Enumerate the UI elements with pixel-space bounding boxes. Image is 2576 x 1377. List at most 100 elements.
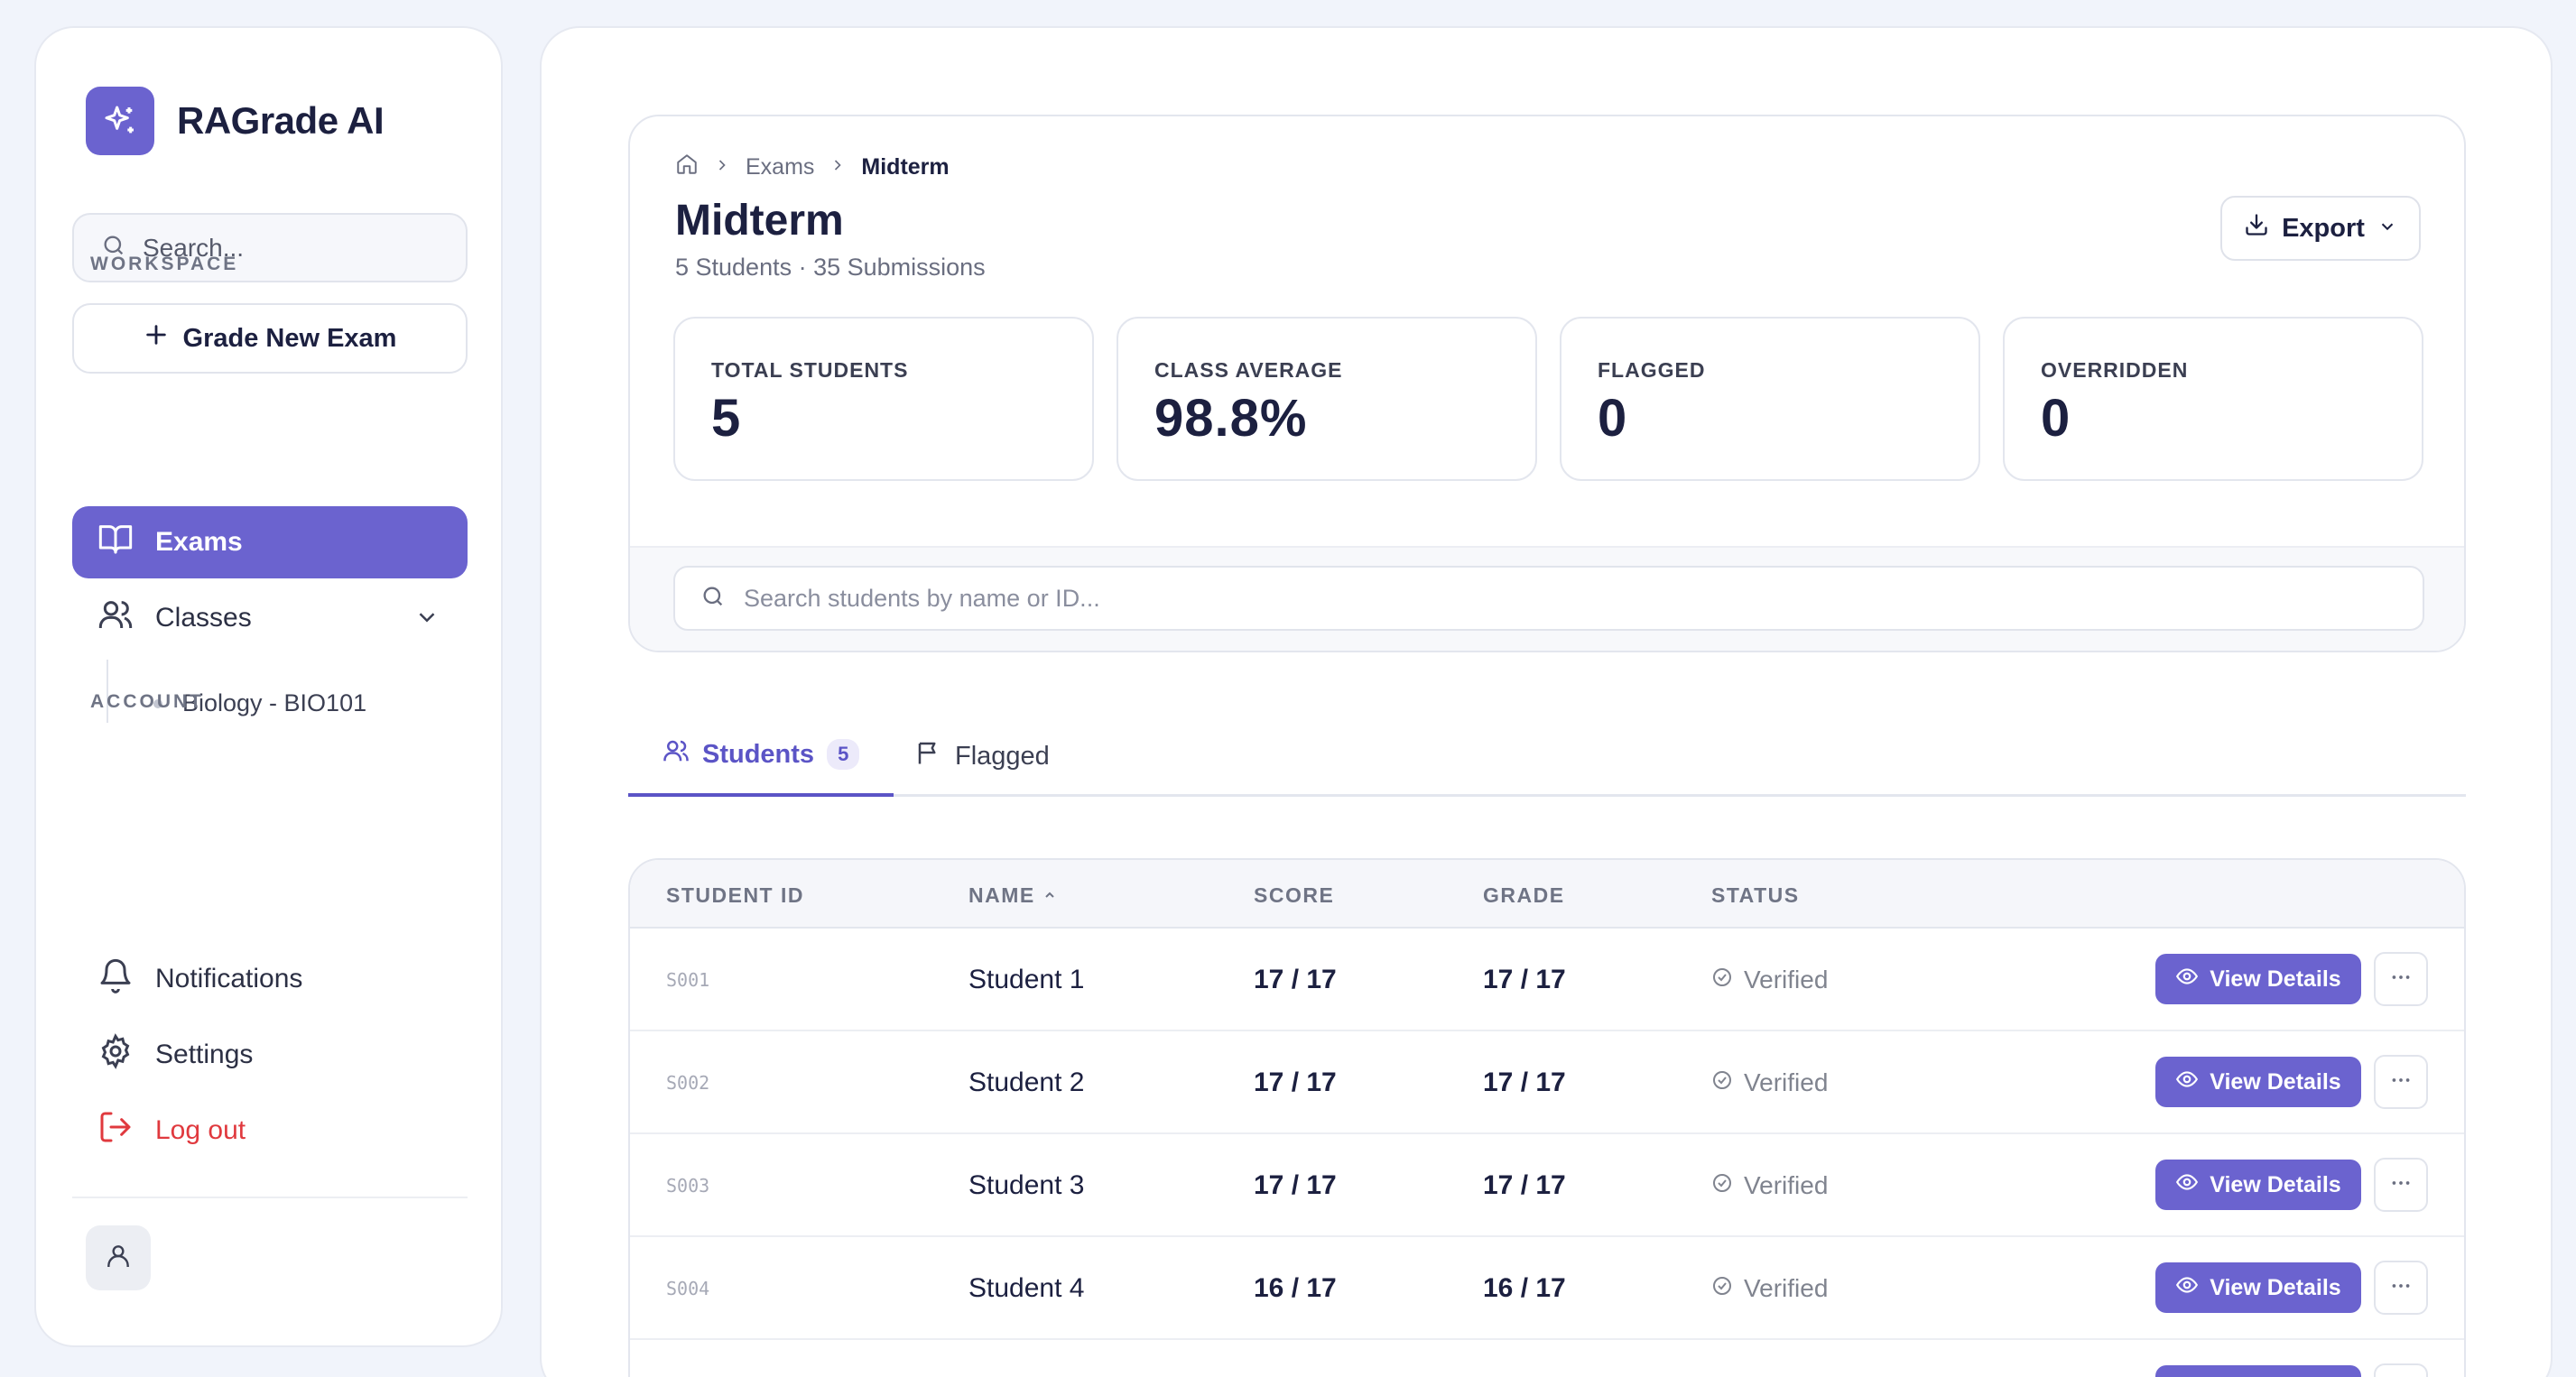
more-horizontal-icon xyxy=(2389,1068,2413,1096)
chevron-down-icon[interactable] xyxy=(413,604,440,638)
table-row[interactable]: S001 Student 1 17 / 17 17 / 17 Verified … xyxy=(630,929,2464,1031)
grade-new-exam-button[interactable]: Grade New Exam xyxy=(72,303,468,374)
sidebar-item-label: Log out xyxy=(155,1115,246,1145)
more-horizontal-icon xyxy=(2389,1171,2413,1199)
breadcrumb-current: Midterm xyxy=(861,154,950,180)
view-details-button[interactable]: View Details xyxy=(2155,1057,2361,1107)
users-icon xyxy=(663,737,690,772)
export-button[interactable]: Export xyxy=(2220,196,2421,261)
sidebar-divider xyxy=(72,1197,468,1198)
brand-name: RAGrade AI xyxy=(177,99,385,142)
bullet-dot xyxy=(153,698,162,708)
status-badge: Verified xyxy=(1711,1031,1828,1134)
chevron-right-icon xyxy=(713,154,731,180)
view-details-button[interactable]: View Details xyxy=(2155,1160,2361,1210)
check-circle-icon xyxy=(1711,1171,1733,1200)
breadcrumb: Exams Midterm xyxy=(675,152,950,182)
stats-row: TOTAL STUDENTS 5 CLASS AVERAGE 98.8% FLA… xyxy=(673,317,2423,481)
breadcrumb-exams-link[interactable]: Exams xyxy=(746,154,815,180)
eye-icon xyxy=(2175,1170,2199,1200)
sidebar-item-notifications[interactable]: Notifications xyxy=(72,943,468,1015)
tab-label: Students xyxy=(702,739,815,769)
sidebar-item-logout[interactable]: Log out xyxy=(72,1095,468,1167)
users-icon xyxy=(97,596,134,640)
status-label: Verified xyxy=(1744,1171,1829,1199)
more-actions-button[interactable] xyxy=(2374,1363,2428,1377)
sidebar-item-classes[interactable]: Classes xyxy=(72,582,468,654)
sparkle-icon xyxy=(86,87,154,155)
student-name-cell: Student 4 xyxy=(968,1273,1085,1303)
students-table: STUDENT ID NAME SCORE GRADE STATUS S001 … xyxy=(628,858,2466,1377)
student-search-input[interactable] xyxy=(744,584,2368,613)
sidebar-search-input[interactable] xyxy=(143,233,431,263)
view-details-button[interactable]: View Details xyxy=(2155,954,2361,1004)
table-row[interactable] xyxy=(630,1340,2464,1377)
view-details-label: View Details xyxy=(2210,1171,2341,1197)
more-horizontal-icon xyxy=(2389,966,2413,993)
class-item-biology[interactable]: Biology - BIO101 xyxy=(153,689,366,717)
plus-icon xyxy=(144,322,169,355)
table-row[interactable]: S003 Student 3 17 / 17 17 / 17 Verified … xyxy=(630,1134,2464,1237)
stat-value: 98.8% xyxy=(1154,389,1308,448)
column-header-student-id[interactable]: STUDENT ID xyxy=(666,883,804,907)
stat-label: FLAGGED xyxy=(1598,358,1706,382)
sidebar-search[interactable] xyxy=(72,213,468,282)
grade-cell: 17 / 17 xyxy=(1483,965,1566,994)
view-details-label: View Details xyxy=(2210,1068,2341,1095)
table-row[interactable]: S004 Student 4 16 / 17 16 / 17 Verified … xyxy=(630,1237,2464,1340)
student-search[interactable] xyxy=(673,566,2424,631)
sort-ascending-icon xyxy=(1042,883,1057,908)
grade-new-exam-label: Grade New Exam xyxy=(182,323,397,353)
status-label: Verified xyxy=(1744,966,1829,993)
student-search-band xyxy=(630,546,2464,651)
table-row[interactable]: S002 Student 2 17 / 17 17 / 17 Verified … xyxy=(630,1031,2464,1134)
check-circle-icon xyxy=(1711,1068,1733,1097)
logout-icon xyxy=(97,1109,134,1152)
view-details-button[interactable] xyxy=(2155,1365,2361,1377)
column-header-grade[interactable]: GRADE xyxy=(1483,883,1565,907)
view-details-button[interactable]: View Details xyxy=(2155,1262,2361,1313)
page-title: Midterm xyxy=(675,197,844,245)
avatar[interactable] xyxy=(86,1225,151,1290)
student-name-cell: Student 1 xyxy=(968,965,1085,994)
more-actions-button[interactable] xyxy=(2374,952,2428,1006)
column-header-status[interactable]: STATUS xyxy=(1711,883,1800,907)
stat-card-class-average: CLASS AVERAGE 98.8% xyxy=(1117,317,1537,481)
sidebar-item-label: Exams xyxy=(155,527,243,557)
stat-value: 5 xyxy=(711,389,742,448)
eye-icon xyxy=(2175,965,2199,994)
tab-students[interactable]: Students 5 xyxy=(628,716,894,797)
check-circle-icon xyxy=(1711,1274,1733,1303)
page-subtitle: 5 Students · 35 Submissions xyxy=(675,254,986,281)
student-id-cell: S002 xyxy=(666,1072,710,1094)
student-id-cell: S004 xyxy=(666,1278,710,1299)
chevron-right-icon xyxy=(829,154,847,180)
sidebar: RAGrade AI Grade New Exam WORKSPACE Exam… xyxy=(34,26,503,1347)
account-section-label: ACCOUNT xyxy=(90,691,204,712)
sidebar-item-settings[interactable]: Settings xyxy=(72,1019,468,1091)
view-details-label: View Details xyxy=(2210,1274,2341,1300)
status-badge: Verified xyxy=(1711,1134,1828,1237)
status-label: Verified xyxy=(1744,1068,1829,1096)
stat-label: OVERRIDDEN xyxy=(2041,358,2189,382)
tab-count-badge: 5 xyxy=(827,739,860,770)
status-badge: Verified xyxy=(1711,929,1828,1031)
flag-icon xyxy=(915,739,942,773)
more-actions-button[interactable] xyxy=(2374,1261,2428,1315)
student-id-cell: S003 xyxy=(666,1175,710,1197)
main-panel: Exams Midterm Midterm 5 Students · 35 Su… xyxy=(540,26,2553,1377)
brand[interactable]: RAGrade AI xyxy=(86,87,385,155)
sidebar-item-label: Notifications xyxy=(155,964,303,993)
classes-tree-line xyxy=(107,660,108,723)
column-header-name[interactable]: NAME xyxy=(968,883,1057,908)
home-icon[interactable] xyxy=(675,152,699,182)
student-id-cell: S001 xyxy=(666,969,710,991)
score-cell: 17 / 17 xyxy=(1254,1067,1337,1097)
more-actions-button[interactable] xyxy=(2374,1158,2428,1212)
sidebar-item-exams[interactable]: Exams xyxy=(72,506,468,578)
eye-icon xyxy=(2175,1067,2199,1097)
more-actions-button[interactable] xyxy=(2374,1055,2428,1109)
download-icon xyxy=(2244,212,2269,245)
column-header-score[interactable]: SCORE xyxy=(1254,883,1335,907)
tab-flagged[interactable]: Flagged xyxy=(915,716,1050,797)
